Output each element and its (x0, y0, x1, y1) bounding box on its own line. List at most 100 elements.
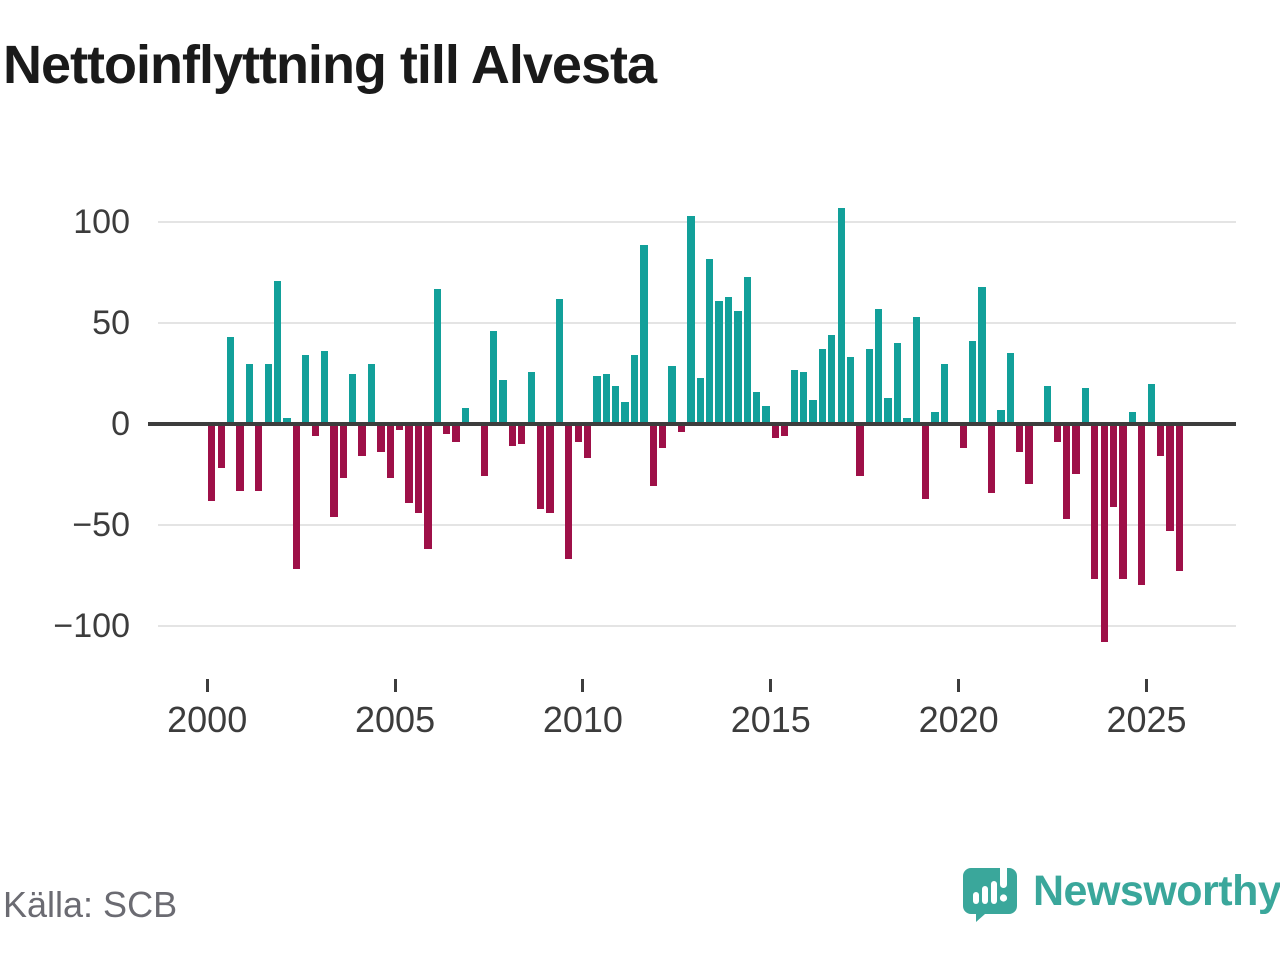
bar-2013Q2 (706, 258, 714, 424)
bar-2012Q4 (687, 216, 695, 424)
bar-2020Q1 (959, 424, 967, 449)
bar-2011Q4 (649, 424, 657, 487)
gridline-50 (158, 322, 1236, 325)
bar-2012Q2 (668, 365, 676, 424)
x-tick-2010 (581, 679, 585, 692)
x-tick-2025 (1145, 679, 1148, 692)
gridline-100 (158, 221, 1236, 224)
bar-2009Q4 (574, 424, 582, 443)
bar-2004Q3 (377, 424, 385, 453)
bar-2003Q4 (349, 373, 357, 424)
bar-2025Q4 (1175, 424, 1183, 572)
bar-2017Q2 (856, 424, 864, 477)
bar-2019Q1 (922, 424, 930, 499)
bar-2001Q3 (264, 363, 272, 424)
bar-2009Q2 (555, 299, 564, 424)
bar-2022Q2 (1044, 385, 1052, 424)
y-label-−50: −50 (72, 505, 130, 544)
bar-2023Q1 (1072, 424, 1080, 475)
bar-2000Q2 (217, 424, 225, 469)
bar-2002Q1 (283, 417, 291, 424)
bar-2017Q1 (846, 357, 855, 424)
bar-2009Q3 (565, 424, 573, 560)
bar-2013Q1 (696, 377, 704, 424)
bar-2000Q1 (208, 424, 216, 501)
bar-2021Q2 (1006, 353, 1014, 424)
bar-2025Q1 (1147, 383, 1155, 424)
bar-2001Q2 (255, 424, 263, 491)
bar-2014Q1 (734, 311, 742, 424)
bar-2015Q4 (799, 371, 808, 424)
bar-2021Q1 (997, 409, 1005, 424)
bar-2020Q2 (969, 341, 977, 424)
bar-2000Q3 (226, 337, 235, 424)
bar-2017Q3 (865, 349, 873, 424)
bar-2016Q4 (837, 208, 845, 424)
brand-wordmark: Newsworthy (1033, 866, 1280, 915)
bar-2005Q1 (396, 424, 404, 431)
bar-2021Q3 (1015, 424, 1024, 453)
bar-2019Q2 (931, 411, 939, 424)
bar-2011Q3 (640, 244, 648, 424)
bar-2009Q1 (546, 424, 554, 513)
source-note: Källa: SCB (3, 884, 178, 925)
x-label-2020: 2020 (918, 699, 999, 740)
x-tick-2015 (769, 679, 773, 692)
bar-2001Q4 (273, 280, 282, 424)
bar-2018Q3 (903, 417, 911, 424)
bar-2015Q2 (781, 424, 789, 437)
chart-title: Nettoinflyttning till Alvesta (3, 35, 657, 95)
bar-2023Q2 (1081, 387, 1090, 424)
bar-2022Q4 (1062, 424, 1071, 519)
bar-2020Q3 (978, 286, 986, 424)
bar-2006Q1 (433, 288, 441, 424)
zero-axis-line (148, 422, 1236, 426)
bar-2010Q1 (583, 424, 592, 459)
bar-2019Q3 (940, 363, 949, 424)
bar-2016Q2 (818, 349, 827, 424)
bar-2014Q4 (762, 405, 770, 424)
bar-2004Q1 (358, 424, 366, 457)
bar-2003Q3 (339, 424, 347, 479)
bar-2015Q3 (790, 369, 798, 424)
bar-2008Q1 (508, 424, 517, 447)
bar-2008Q4 (536, 424, 545, 509)
bar-2018Q1 (884, 397, 892, 424)
bar-2013Q3 (715, 301, 723, 424)
bar-2016Q1 (809, 399, 817, 424)
bar-2010Q3 (602, 373, 610, 424)
bar-2006Q3 (452, 424, 460, 443)
bar-2025Q2 (1156, 424, 1165, 457)
bar-2000Q4 (236, 424, 244, 491)
bar-2020Q4 (987, 424, 996, 493)
bar-2001Q1 (245, 363, 254, 424)
bar-2007Q4 (499, 379, 507, 424)
x-tick-2005 (393, 679, 397, 692)
bar-2004Q4 (386, 424, 394, 479)
bar-2018Q4 (912, 317, 920, 424)
y-label-100: 100 (73, 203, 130, 242)
brand: Newsworthy (963, 860, 1280, 922)
bar-2017Q4 (875, 309, 883, 424)
bar-2010Q4 (612, 385, 620, 424)
bar-2014Q2 (743, 276, 751, 424)
y-label-0: 0 (111, 405, 130, 443)
bar-2023Q4 (1100, 424, 1108, 642)
bar-2021Q4 (1025, 424, 1033, 485)
bar-2006Q4 (461, 407, 470, 424)
bar-2007Q3 (489, 331, 498, 424)
x-label-2000: 2000 (167, 699, 248, 740)
bar-2010Q2 (593, 375, 601, 424)
bar-2016Q3 (828, 335, 836, 424)
bar-2015Q1 (771, 424, 780, 439)
bar-2004Q2 (367, 363, 376, 424)
bar-2012Q1 (659, 424, 667, 449)
bar-2018Q2 (893, 343, 902, 424)
bar-2005Q2 (405, 424, 413, 503)
newsworthy-logo-icon (963, 862, 1017, 922)
bar-2022Q3 (1053, 424, 1061, 443)
gridline-−100 (158, 624, 1236, 627)
bar-2024Q1 (1109, 424, 1118, 507)
